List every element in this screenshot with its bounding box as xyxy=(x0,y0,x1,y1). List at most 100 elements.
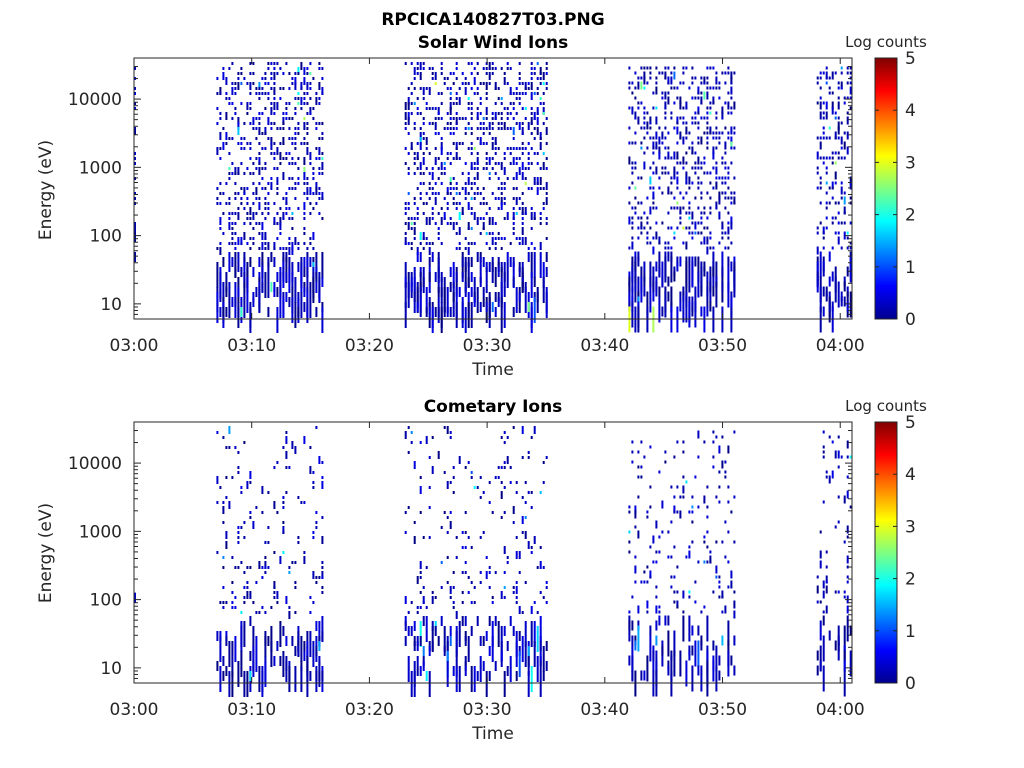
data-cell xyxy=(661,96,664,100)
data-cell xyxy=(309,72,312,75)
data-cell xyxy=(658,186,661,190)
data-cell xyxy=(321,586,324,589)
data-cell xyxy=(667,246,670,250)
data-cell xyxy=(643,111,646,115)
data-cell xyxy=(237,122,240,130)
data-cell xyxy=(682,610,685,614)
data-cell xyxy=(679,256,682,267)
data-cell xyxy=(831,101,834,110)
data-cell xyxy=(539,212,542,215)
data-cell xyxy=(422,646,425,656)
data-cell xyxy=(515,172,518,180)
data-cell xyxy=(134,127,136,135)
data-cell xyxy=(485,267,488,293)
y-axis-label: Energy (eV) xyxy=(36,140,56,240)
data-cell xyxy=(825,216,828,220)
data-cell xyxy=(524,481,527,484)
data-cell xyxy=(843,221,846,225)
data-cell xyxy=(303,77,306,85)
data-cell xyxy=(473,92,476,95)
data-cell xyxy=(246,287,249,313)
data-cell xyxy=(488,586,491,589)
data-cell xyxy=(658,136,661,145)
data-cell xyxy=(261,576,264,579)
data-cell xyxy=(321,566,324,569)
data-cell xyxy=(464,511,467,514)
data-cell xyxy=(718,670,721,681)
data-cell xyxy=(464,571,467,574)
data-cell xyxy=(521,127,524,135)
data-cell xyxy=(822,236,825,240)
data-cell xyxy=(840,81,843,90)
data-cell xyxy=(276,461,279,464)
data-cell xyxy=(685,480,688,484)
data-cell xyxy=(312,172,315,175)
data-cell xyxy=(533,247,536,250)
data-cell xyxy=(676,121,679,125)
data-cell xyxy=(724,166,727,170)
data-cell xyxy=(312,177,315,180)
data-cell xyxy=(685,296,688,323)
data-cell xyxy=(837,156,840,160)
data-cell xyxy=(279,556,282,564)
data-cell xyxy=(503,217,506,220)
data-cell xyxy=(479,217,482,220)
data-cell xyxy=(673,630,676,657)
data-cell xyxy=(288,152,291,155)
data-cell xyxy=(706,86,709,90)
data-cell xyxy=(455,97,458,100)
data-cell xyxy=(655,76,658,80)
data-cell xyxy=(819,530,822,534)
data-cell xyxy=(288,217,291,220)
figure-title: RPCICA140827T03.PNG xyxy=(381,10,604,30)
data-cell xyxy=(691,231,694,235)
data-cell xyxy=(455,272,458,282)
data-cell xyxy=(634,565,637,574)
data-cell xyxy=(691,306,694,317)
data-cell xyxy=(482,132,485,135)
data-cell xyxy=(658,146,661,155)
data-cell xyxy=(721,191,724,195)
data-cell xyxy=(846,301,849,312)
data-cell xyxy=(264,571,267,574)
data-cell xyxy=(294,277,297,303)
data-cell xyxy=(673,101,676,105)
data-cell xyxy=(279,127,282,130)
data-cell xyxy=(416,641,419,651)
x-tick-label: 03:30 xyxy=(463,700,512,720)
data-cell xyxy=(240,242,243,245)
data-cell xyxy=(452,666,455,676)
data-cell xyxy=(452,606,455,609)
data-cell xyxy=(670,286,673,313)
data-cell xyxy=(416,247,419,255)
data-cell xyxy=(407,611,410,614)
data-cell xyxy=(416,212,419,215)
data-cell xyxy=(309,446,312,449)
data-cell xyxy=(479,127,482,130)
data-cell xyxy=(697,156,700,165)
data-cell xyxy=(467,62,470,65)
data-cell xyxy=(664,111,667,115)
data-cell xyxy=(270,127,273,130)
data-cell xyxy=(267,491,270,494)
data-cell xyxy=(500,466,503,469)
data-cell xyxy=(685,261,688,288)
data-cell xyxy=(685,101,688,110)
data-cell xyxy=(679,161,682,165)
data-cell xyxy=(476,137,479,140)
data-cell xyxy=(831,156,834,160)
data-cell xyxy=(234,87,237,90)
data-cell xyxy=(500,591,503,599)
data-cell xyxy=(494,87,497,90)
data-cell xyxy=(464,127,467,130)
data-cell xyxy=(258,257,261,267)
data-cell xyxy=(819,600,822,604)
data-cell xyxy=(285,451,288,459)
data-cell xyxy=(518,82,521,85)
data-cell xyxy=(270,182,273,190)
data-cell xyxy=(270,137,273,145)
data-cell xyxy=(679,191,682,195)
data-cell xyxy=(679,211,682,215)
data-cell xyxy=(258,302,261,312)
data-cell xyxy=(461,546,464,549)
